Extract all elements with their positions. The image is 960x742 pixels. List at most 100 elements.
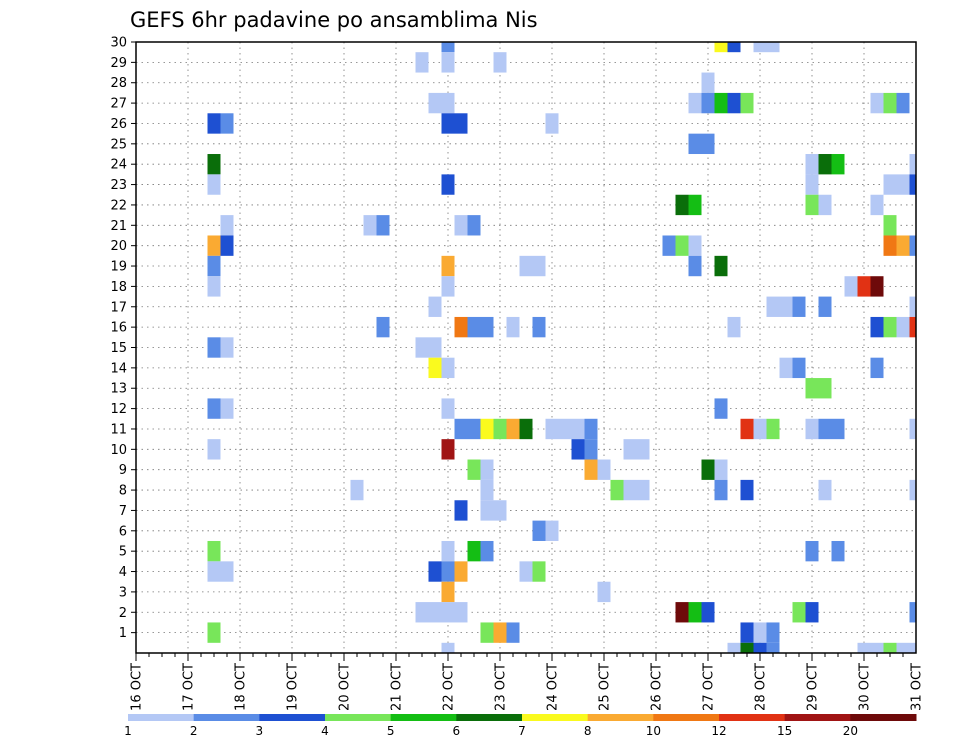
precip-cell — [831, 154, 845, 175]
precip-cell — [870, 642, 884, 653]
precip-cell — [532, 561, 546, 582]
precip-cell — [467, 418, 481, 440]
y-tick-label: 13 — [110, 382, 127, 397]
y-tick-label: 10 — [110, 443, 127, 458]
precip-cell — [870, 194, 884, 216]
precip-cell — [467, 316, 481, 338]
precip-cell — [441, 276, 455, 297]
precip-cell — [428, 296, 442, 317]
precip-cell — [571, 418, 585, 440]
precip-cell — [740, 92, 754, 114]
legend-label: 1 — [124, 724, 132, 738]
precip-cell — [714, 398, 728, 419]
precip-cell — [454, 418, 468, 440]
y-tick-label: 4 — [119, 565, 127, 580]
precip-cell — [584, 459, 598, 480]
precip-cell — [207, 255, 221, 277]
precip-cell — [558, 418, 572, 440]
precip-cell — [207, 337, 221, 358]
precip-cell — [441, 398, 455, 419]
precip-cell — [870, 92, 884, 114]
precip-cell — [896, 316, 910, 338]
precip-cell — [792, 296, 806, 317]
precip-cell — [662, 235, 676, 256]
x-tick-label: 26 OCT — [650, 663, 665, 711]
precip-cell — [857, 642, 871, 653]
y-tick-label: 5 — [119, 545, 127, 560]
precip-cell — [480, 479, 494, 501]
legend-label: 15 — [777, 724, 792, 738]
precip-cell — [506, 316, 520, 338]
precip-cell — [467, 459, 481, 480]
precip-cell — [701, 602, 715, 623]
legend-swatch — [390, 714, 457, 721]
precip-cell — [454, 500, 468, 521]
x-tick-label: 24 OCT — [546, 663, 561, 711]
precip-cell — [909, 418, 916, 440]
y-tick-label: 18 — [110, 280, 127, 295]
precip-cell — [818, 194, 832, 216]
precip-cell — [870, 276, 884, 297]
precip-cell — [428, 337, 442, 358]
precip-cell — [831, 540, 845, 562]
precip-cell — [688, 602, 702, 623]
y-tick-label: 15 — [110, 341, 127, 356]
precip-cell — [441, 439, 455, 460]
precip-cell — [532, 255, 546, 277]
legend-label: 7 — [518, 724, 526, 738]
precip-cell — [909, 296, 916, 317]
precip-cell — [493, 52, 507, 73]
precip-cell — [506, 622, 520, 643]
y-tick-label: 23 — [110, 178, 127, 193]
precip-cell — [753, 642, 767, 653]
x-tick-label: 21 OCT — [390, 663, 405, 711]
legend-label: 5 — [387, 724, 395, 738]
precip-cell — [220, 215, 234, 236]
precip-cell — [519, 561, 533, 582]
legend-swatch — [193, 714, 260, 721]
precip-cell — [883, 215, 897, 236]
precip-cell — [415, 602, 429, 623]
y-tick-label: 30 — [110, 36, 127, 51]
precip-cell — [753, 622, 767, 643]
precip-cell — [870, 357, 884, 379]
precip-cell — [493, 418, 507, 440]
chart-title: GEFS 6hr padavine po ansamblima Nis — [130, 8, 538, 32]
x-tick-label: 27 OCT — [702, 663, 717, 711]
precip-cell — [805, 194, 819, 216]
precip-cell — [467, 215, 481, 236]
precip-cell — [480, 316, 494, 338]
y-tick-label: 29 — [110, 56, 127, 71]
precip-cell — [623, 479, 637, 501]
precip-cell — [207, 398, 221, 419]
legend-swatch — [522, 714, 589, 721]
precip-cell — [441, 561, 455, 582]
precip-cell — [480, 540, 494, 562]
y-tick-label: 3 — [119, 585, 127, 600]
precip-cell — [480, 418, 494, 440]
y-tick-label: 28 — [110, 76, 127, 91]
x-tick-label: 17 OCT — [182, 663, 197, 711]
x-tick-label: 28 OCT — [754, 663, 769, 711]
precip-cell — [428, 92, 442, 114]
precip-cell — [714, 479, 728, 501]
precip-cell — [441, 42, 455, 53]
precip-cell — [207, 540, 221, 562]
precip-cell — [363, 215, 377, 236]
legend-swatch — [784, 714, 851, 721]
precip-cell — [220, 561, 234, 582]
precip-cell — [805, 174, 819, 195]
precip-cell — [519, 255, 533, 277]
legend-label: 3 — [256, 724, 264, 738]
precip-cell — [753, 418, 767, 440]
precip-cell — [818, 296, 832, 317]
precip-cell — [675, 602, 689, 623]
precip-cell — [545, 113, 559, 134]
precip-cell — [480, 500, 494, 521]
precip-cell — [480, 622, 494, 643]
precip-cell — [428, 602, 442, 623]
y-tick-label: 12 — [110, 402, 127, 417]
precip-cell — [753, 42, 767, 53]
precip-cell — [714, 459, 728, 480]
